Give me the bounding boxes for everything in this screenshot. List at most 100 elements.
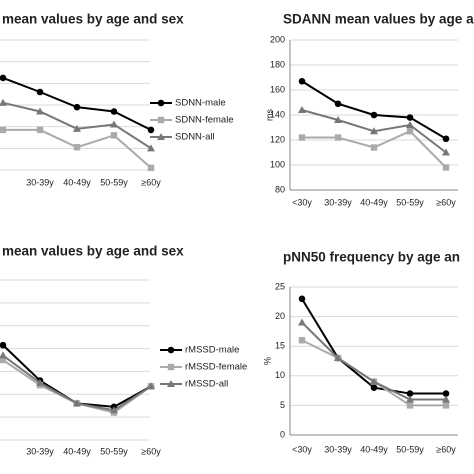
y-tick-label: 120 <box>270 134 285 144</box>
marker <box>73 103 81 111</box>
marker <box>0 341 7 349</box>
marker <box>0 126 7 134</box>
marker <box>442 135 450 143</box>
x-tick-label: 30-39y <box>26 177 54 187</box>
x-tick-label: ≥60y <box>436 197 456 207</box>
marker <box>334 116 342 123</box>
y-tick-label: 160 <box>270 84 285 94</box>
y-tick-label: 200 <box>270 34 285 44</box>
marker <box>147 164 155 172</box>
marker <box>73 399 81 407</box>
marker <box>370 144 378 151</box>
x-tick-label: 40-49y <box>360 444 388 454</box>
marker <box>110 108 118 115</box>
y-axis-label: ms <box>264 109 274 121</box>
x-tick-label: ≥60y <box>141 177 161 187</box>
marker <box>406 121 414 128</box>
chart-title: SDANN mean values by age a <box>283 12 474 27</box>
marker <box>147 126 155 134</box>
marker <box>406 395 414 403</box>
marker <box>334 134 342 141</box>
marker <box>0 74 7 82</box>
y-tick-label: 15 <box>275 341 285 351</box>
marker <box>73 144 81 151</box>
y-tick-label: 140 <box>270 109 285 119</box>
legend-marker <box>157 133 165 140</box>
marker <box>298 295 306 303</box>
marker <box>110 406 118 414</box>
x-tick-label: 50-59y <box>100 177 128 187</box>
marker <box>298 337 306 344</box>
legend-marker <box>167 346 175 354</box>
y-axis-label: % <box>262 357 272 365</box>
y-tick-label: 100 <box>270 159 285 169</box>
x-tick-label: 40-49y <box>63 446 91 456</box>
marker <box>36 107 44 115</box>
marker <box>442 402 450 409</box>
marker <box>334 354 342 362</box>
chart-title: mean values by age and sex <box>2 12 184 27</box>
x-tick-label: 30-39y <box>26 446 54 456</box>
legend-label: SDNN-male <box>175 98 226 109</box>
legend-marker <box>167 380 175 387</box>
y-tick-label: 0 <box>280 429 285 439</box>
legend-label: rMSSD-male <box>185 345 239 356</box>
y-tick-label: 10 <box>275 370 285 380</box>
marker <box>370 377 378 385</box>
x-tick-label: <30y <box>292 197 312 207</box>
x-tick-label: 50-59y <box>396 444 424 454</box>
y-tick-label: 5 <box>280 400 285 410</box>
marker <box>0 356 7 364</box>
legend-marker <box>157 116 165 124</box>
x-tick-label: 50-59y <box>100 446 128 456</box>
marker <box>442 395 450 403</box>
y-tick-label: 180 <box>270 59 285 69</box>
marker <box>298 134 306 141</box>
x-tick-label: 40-49y <box>360 197 388 207</box>
chart-title: pNN50 frequency by age an <box>283 250 460 265</box>
marker <box>36 88 44 96</box>
marker <box>406 128 414 135</box>
legend-label: SDNN-female <box>175 115 234 126</box>
marker <box>370 127 378 135</box>
marker <box>298 77 306 85</box>
marker <box>73 124 81 132</box>
marker <box>0 98 7 106</box>
chart-title: mean values by age and sex <box>2 244 184 259</box>
marker <box>36 378 44 386</box>
x-tick-label: 50-59y <box>396 197 424 207</box>
marker <box>110 120 118 128</box>
y-tick-label: 20 <box>275 311 285 321</box>
x-tick-label: <30y <box>292 444 312 454</box>
x-tick-label: 30-39y <box>324 197 352 207</box>
marker <box>110 132 118 139</box>
x-tick-label: ≥60y <box>141 446 161 456</box>
legend-label: SDNN-all <box>175 132 215 143</box>
marker <box>442 390 450 397</box>
legend-marker <box>157 99 165 107</box>
marker <box>36 126 44 134</box>
legend-label: rMSSD-all <box>185 379 228 390</box>
y-tick-label: 80 <box>275 184 285 194</box>
x-tick-label: ≥60y <box>436 444 456 454</box>
marker <box>406 390 414 397</box>
marker <box>442 164 450 171</box>
legend-label: rMSSD-female <box>185 362 247 373</box>
marker <box>370 384 378 391</box>
legend-marker <box>167 363 175 371</box>
marker <box>406 114 414 121</box>
y-tick-label: 25 <box>275 281 285 291</box>
series-line <box>301 339 446 407</box>
marker <box>370 111 378 119</box>
marker <box>147 382 155 390</box>
marker <box>298 106 306 113</box>
x-tick-label: 40-49y <box>63 177 91 187</box>
marker <box>334 100 342 108</box>
marker <box>147 144 155 152</box>
marker <box>406 402 414 409</box>
marker <box>442 148 450 156</box>
x-tick-label: 30-39y <box>324 444 352 454</box>
marker <box>298 318 306 326</box>
marker <box>0 351 7 359</box>
